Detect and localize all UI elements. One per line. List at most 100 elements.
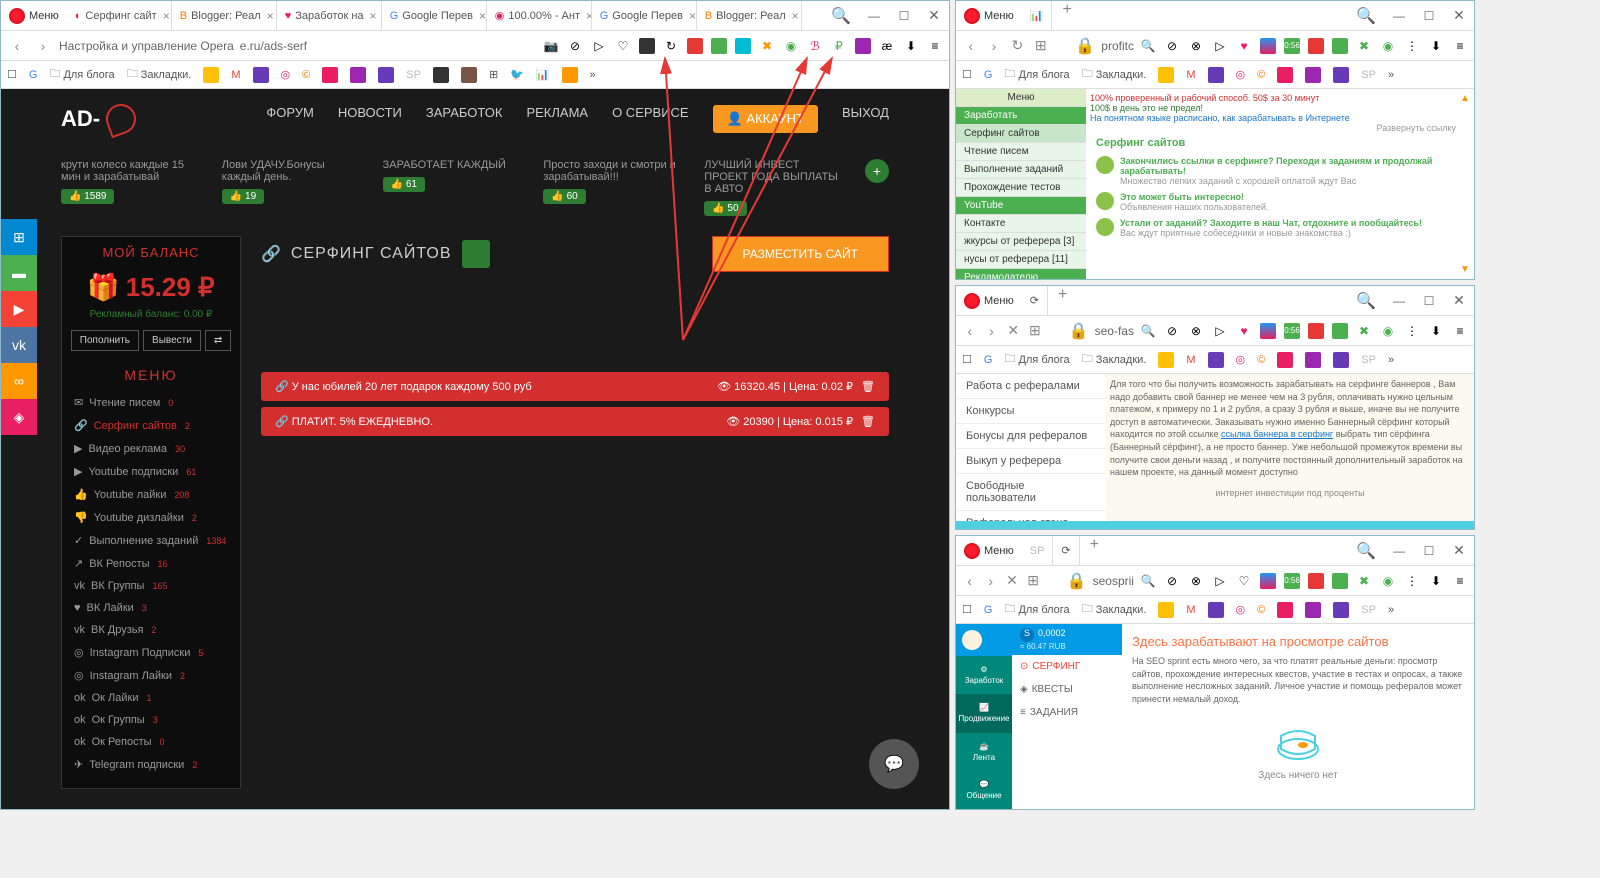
promo-item[interactable]: ЛУЧШИЙ ИНВЕСТ ПРОЕКТ ГОДА ВЫПЛАТЫ В АВТО… (704, 159, 845, 216)
tab-5[interactable]: ◉100.00% - Ант× (487, 1, 592, 30)
shield-icon[interactable]: ⊘ (1164, 38, 1180, 54)
menu-item[interactable]: 🔗Серфинг сайтов2 (74, 414, 228, 437)
swap-button[interactable]: ⇄ (205, 330, 231, 351)
bookmark-icon[interactable]: ◎ (281, 68, 291, 81)
play-icon[interactable]: ▷ (1212, 573, 1228, 589)
ext-icon[interactable] (735, 38, 751, 54)
play-icon[interactable]: ▷ (1212, 323, 1228, 339)
ext-icon[interactable] (687, 38, 703, 54)
bookmark-icon[interactable] (1158, 602, 1174, 618)
twitter-icon[interactable]: 🐦 (510, 68, 524, 81)
surf-task[interactable]: 🔗 У нас юбилей 20 лет подарок каждому 50… (261, 372, 889, 401)
menu-item[interactable]: vkВК Друзья2 (74, 619, 228, 641)
tab[interactable]: 📊 (1022, 1, 1053, 30)
social-button[interactable]: ◈ (1, 399, 37, 435)
nav-earn[interactable]: ЗАРАБОТОК (426, 105, 503, 133)
bookmark-icon[interactable] (1208, 67, 1224, 83)
promo-item[interactable]: крути колесо каждые 15 мин и зарабатывай… (61, 159, 202, 216)
apps-button[interactable]: ⊞ (1026, 571, 1041, 591)
maximize-button[interactable]: ☐ (1414, 1, 1444, 31)
search-icon[interactable]: 🔍 (1356, 541, 1376, 561)
tab-7[interactable]: BBlogger: Реал× (697, 1, 802, 30)
menu-item[interactable]: okОк Репосты0 (74, 731, 228, 753)
bookmark-icon[interactable] (350, 67, 366, 83)
heart-icon[interactable]: ♡ (1236, 573, 1252, 589)
promo-item[interactable]: Просто заходи и смотри и зарабатывай!!!👍… (543, 159, 684, 216)
bookmark-icon[interactable] (1158, 352, 1174, 368)
minimize-button[interactable]: — (859, 1, 889, 31)
bookmark-icon[interactable] (1305, 352, 1321, 368)
menu-icon[interactable]: ≡ (1452, 323, 1468, 339)
bookmark-icon[interactable] (322, 67, 338, 83)
bookmark-icon[interactable]: © (302, 69, 310, 81)
menu-item[interactable]: ✉Чтение писем0 (74, 391, 228, 414)
more-icon[interactable]: ⋮ (1404, 323, 1420, 339)
bookmark-icon[interactable] (433, 67, 449, 83)
back-button[interactable]: ‹ (962, 321, 978, 341)
sidebar-item[interactable]: Прохождение тестов (956, 179, 1086, 197)
add-promo-button[interactable]: + (865, 159, 889, 183)
more-icon[interactable]: ⋮ (1404, 38, 1420, 54)
download-icon[interactable]: ⬇ (903, 38, 919, 54)
forward-button[interactable]: › (984, 321, 1000, 341)
bookmark-icon[interactable] (1277, 602, 1293, 618)
menu-surfing[interactable]: ⊙ СЕРФИНГ (1012, 655, 1122, 678)
sidebar-item[interactable]: Заработать (956, 107, 1086, 125)
gmail-icon[interactable]: M (1186, 604, 1195, 616)
sidebar-item[interactable]: Чтение писем (956, 143, 1086, 161)
bookmark-icon[interactable] (1208, 352, 1224, 368)
minimize-button[interactable]: — (1384, 536, 1414, 566)
forward-button[interactable]: › (33, 36, 53, 56)
ext-badge[interactable]: 0:56 (1284, 573, 1300, 589)
close-page-button[interactable]: ✕ (1004, 571, 1019, 591)
close-page-button[interactable]: ✕ (1005, 321, 1021, 341)
menu-item[interactable]: okОк Лайки1 (74, 687, 228, 709)
download-icon[interactable]: ⬇ (1428, 323, 1444, 339)
url-field[interactable]: seosprii (1093, 574, 1134, 588)
block-icon[interactable]: ⊗ (1188, 573, 1204, 589)
bookmark-icon[interactable] (1333, 67, 1349, 83)
bookmark-folder[interactable]: 🗀 Для блога (1004, 65, 1069, 84)
back-button[interactable]: ‹ (962, 36, 979, 56)
menu-item[interactable]: 👎Youtube дизлайки2 (74, 506, 228, 529)
search-icon[interactable]: 🔍 (1140, 573, 1156, 589)
nav-service[interactable]: О СЕРВИСЕ (612, 105, 689, 133)
gmail-icon[interactable]: M (1186, 69, 1195, 81)
close-icon[interactable]: × (370, 9, 377, 23)
shield-icon[interactable]: ⊘ (567, 38, 583, 54)
tab-3[interactable]: ♥Заработок на× (277, 1, 382, 30)
apps-button[interactable]: ⊞ (1027, 321, 1043, 341)
maximize-button[interactable]: ☐ (889, 1, 919, 31)
bookmark-icon[interactable] (1208, 602, 1224, 618)
ae-icon[interactable]: æ (879, 38, 895, 54)
ext-icon[interactable] (1308, 573, 1324, 589)
apps-button[interactable]: ⊞ (1032, 36, 1049, 56)
menu-item[interactable]: ✈Telegram подписки2 (74, 753, 228, 776)
bookmark-icon[interactable]: © (1257, 354, 1265, 366)
more-icon[interactable]: » (590, 69, 596, 81)
sidebar-item[interactable]: Бонусы для рефералов (956, 424, 1106, 449)
close-icon[interactable]: × (163, 9, 170, 23)
bookmark-icon[interactable] (1333, 602, 1349, 618)
ext-badge[interactable]: 0:56 (1284, 38, 1300, 54)
menu-item[interactable]: ◎Instagram Лайки2 (74, 664, 228, 687)
sidebar-item[interactable]: Конкурсы (956, 399, 1106, 424)
search-icon[interactable]: 🔍 (1140, 38, 1156, 54)
gmail-icon[interactable]: M (231, 69, 240, 81)
place-site-button[interactable]: РАЗМЕСТИТЬ САЙТ (712, 236, 889, 272)
nav-feed[interactable]: ☕Лента (956, 733, 1012, 771)
more-icon[interactable]: ⋮ (1404, 573, 1420, 589)
more-icon[interactable]: » (1388, 69, 1394, 81)
ext-icon[interactable] (1308, 38, 1324, 54)
sidebar-item[interactable]: жкурсы от реферера [3] (956, 233, 1086, 251)
sidebar-item[interactable]: Серфинг сайтов (956, 125, 1086, 143)
bookmark-icon[interactable]: © (1257, 69, 1265, 81)
bookmark-icon[interactable] (1333, 352, 1349, 368)
bookmark-icon[interactable]: © (1257, 604, 1265, 616)
bookmark-icon[interactable]: ◎ (1236, 603, 1246, 616)
menu-item[interactable]: 👍Youtube лайки208 (74, 483, 228, 506)
sidebar-item[interactable]: YouTube (956, 197, 1086, 215)
nav-earn[interactable]: ⚙Заработок (956, 656, 1012, 694)
bookmark-icon[interactable]: 📊 (536, 68, 550, 81)
bookmark-item[interactable]: ☐ (7, 68, 17, 81)
